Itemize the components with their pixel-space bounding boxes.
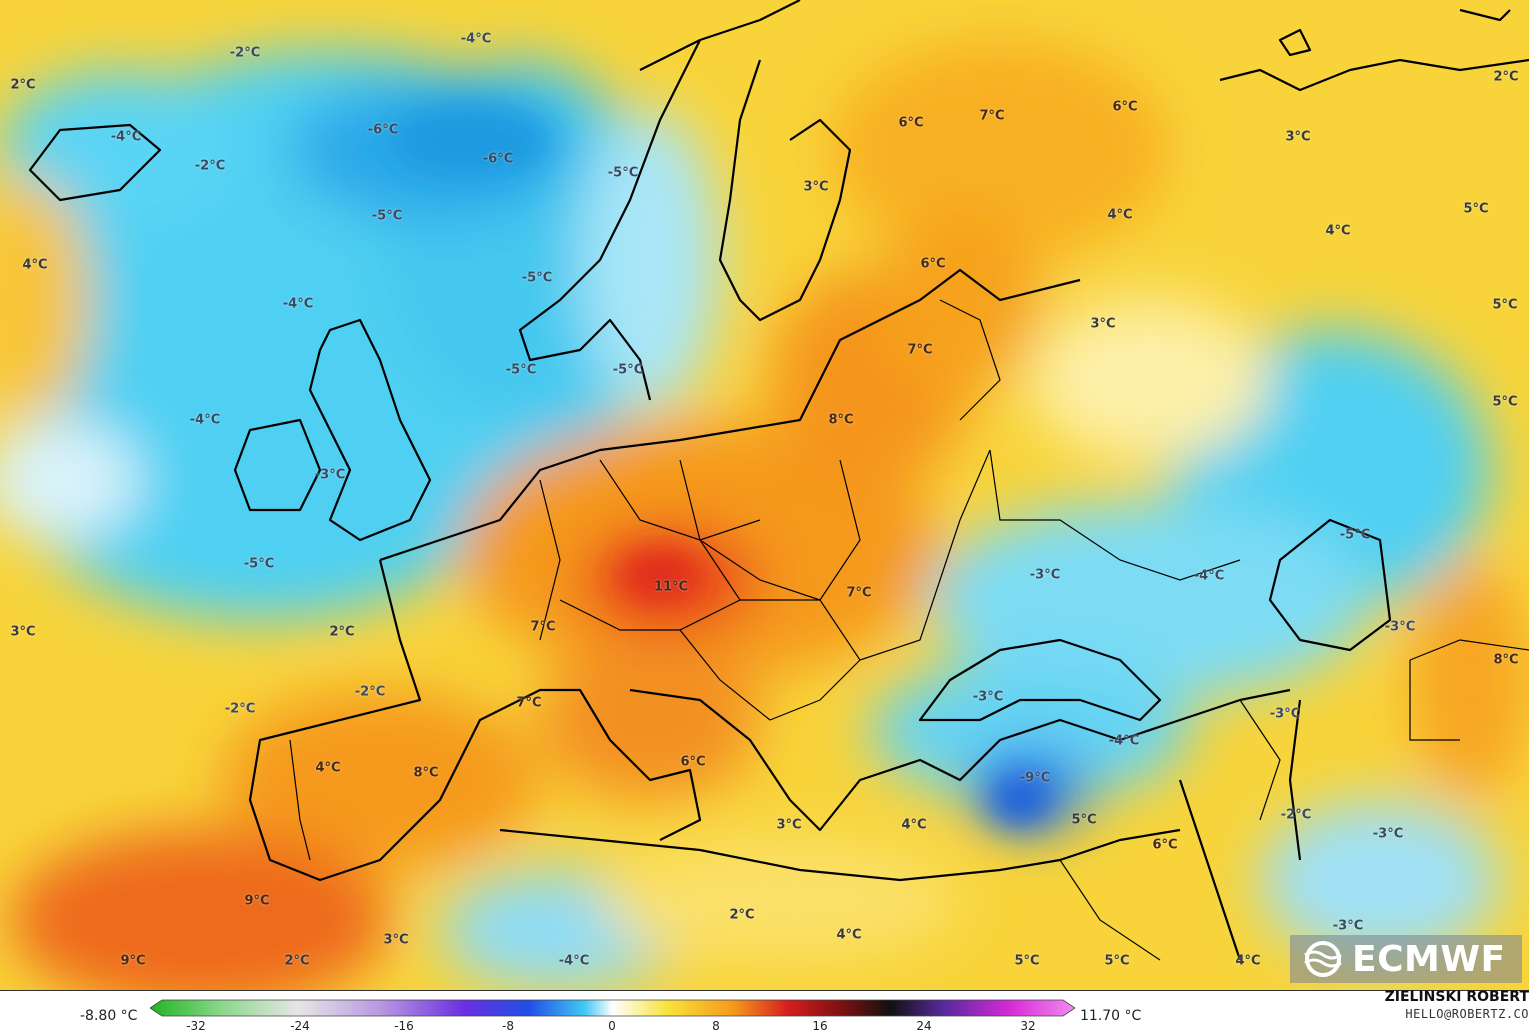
temp-label: -4°C	[110, 129, 142, 145]
temp-label: -4°C	[189, 412, 221, 428]
temp-label: 2°C	[729, 907, 755, 923]
temp-label: 2°C	[329, 624, 355, 640]
temp-label: 3°C	[10, 624, 36, 640]
temp-label: 8°C	[828, 412, 854, 428]
colorbar-tick: -32	[186, 1019, 206, 1033]
temp-label: 4°C	[22, 257, 48, 273]
temp-label: 9°C	[244, 893, 270, 909]
colorbar-max-label: 11.70 °C	[1080, 1008, 1142, 1024]
temp-label: 5°C	[1492, 297, 1518, 313]
temp-label: 4°C	[315, 760, 341, 776]
temp-label: 3°C	[803, 179, 829, 195]
temp-label: -4°C	[282, 296, 314, 312]
temp-label: -5°C	[607, 165, 639, 181]
temp-label: 5°C	[1014, 953, 1040, 969]
colorbar-tick: -8	[502, 1019, 514, 1033]
temp-label: -3°C	[1332, 918, 1364, 934]
temp-label: 6°C	[898, 115, 924, 131]
temp-label: -3°C	[1372, 826, 1404, 842]
temp-label: 3°C	[383, 932, 409, 948]
temp-label: 3°C	[776, 817, 802, 833]
colorbar-tick: 16	[812, 1019, 828, 1033]
author-email: HELLO@ROBERTZ.CO	[1405, 1007, 1529, 1021]
temp-label: 4°C	[901, 817, 927, 833]
map-field	[0, 0, 1529, 990]
temp-label: 7°C	[907, 342, 933, 358]
ecmwf-logo-text: ECMWF	[1352, 938, 1506, 980]
temp-label: -2°C	[194, 158, 226, 174]
colorbar-tick: -24	[290, 1019, 310, 1033]
temp-label: 2°C	[284, 953, 310, 969]
temp-label: 8°C	[413, 765, 439, 781]
temp-label: 5°C	[1492, 394, 1518, 410]
temp-label: 5°C	[1071, 812, 1097, 828]
temp-label: 2°C	[10, 77, 36, 93]
temp-label: -4°C	[1108, 733, 1140, 749]
temp-label: -3°C	[1384, 619, 1416, 635]
temp-label: 6°C	[920, 256, 946, 272]
temp-label: 11°C	[653, 579, 689, 595]
temp-label: 6°C	[1112, 99, 1138, 115]
temp-label: 6°C	[680, 754, 706, 770]
temp-label: 7°C	[516, 695, 542, 711]
temp-label: 5°C	[1463, 201, 1489, 217]
temp-label: -2°C	[224, 701, 256, 717]
temp-label: -5°C	[505, 362, 537, 378]
temp-label: -4°C	[1193, 568, 1225, 584]
temp-label: -6°C	[367, 122, 399, 138]
temp-label: 9°C	[120, 953, 146, 969]
colorbar-tick: 32	[1020, 1019, 1036, 1033]
temp-label: -3°C	[314, 467, 346, 483]
temp-label: 4°C	[836, 927, 862, 943]
temp-label: -4°C	[460, 31, 492, 47]
temp-label: -5°C	[521, 270, 553, 286]
temp-label: 7°C	[530, 619, 556, 635]
colorbar	[150, 999, 1075, 1017]
temp-label: -5°C	[1339, 527, 1371, 543]
colorbar-tick: 8	[712, 1019, 720, 1033]
temp-label: 6°C	[1152, 837, 1178, 853]
temp-label: 7°C	[846, 585, 872, 601]
temp-label: -3°C	[1029, 567, 1061, 583]
temp-label: -4°C	[558, 953, 590, 969]
colorbar-min-label: -8.80 °C	[80, 1008, 138, 1024]
temp-label: 3°C	[1285, 129, 1311, 145]
temp-label: 3°C	[1090, 316, 1116, 332]
temp-label: 8°C	[1493, 652, 1519, 668]
author-credit: ZIELINSKI ROBERT	[1384, 989, 1529, 1005]
temp-label: -3°C	[972, 689, 1004, 705]
colorbar-tick: 0	[608, 1019, 616, 1033]
temp-label: 4°C	[1235, 953, 1261, 969]
ecmwf-logo: ECMWF	[1290, 935, 1522, 983]
temp-label: 7°C	[979, 108, 1005, 124]
temp-label: -5°C	[243, 556, 275, 572]
temp-label: 2°C	[1493, 69, 1519, 85]
temp-label: -5°C	[612, 362, 644, 378]
temp-label: -2°C	[354, 684, 386, 700]
temp-label: -3°C	[1269, 706, 1301, 722]
temp-label: 5°C	[1104, 953, 1130, 969]
colorbar-tick: 24	[916, 1019, 932, 1033]
temp-label: 4°C	[1325, 223, 1351, 239]
temperature-anomaly-map	[0, 0, 1529, 991]
temp-label: 4°C	[1107, 207, 1133, 223]
temp-label: -9°C	[1019, 770, 1051, 786]
temp-label: -6°C	[482, 151, 514, 167]
ecmwf-logo-icon	[1304, 941, 1342, 977]
temp-label: -2°C	[229, 45, 261, 61]
colorbar-tick: -16	[394, 1019, 414, 1033]
temp-label: -2°C	[1280, 807, 1312, 823]
temp-label: -5°C	[371, 208, 403, 224]
